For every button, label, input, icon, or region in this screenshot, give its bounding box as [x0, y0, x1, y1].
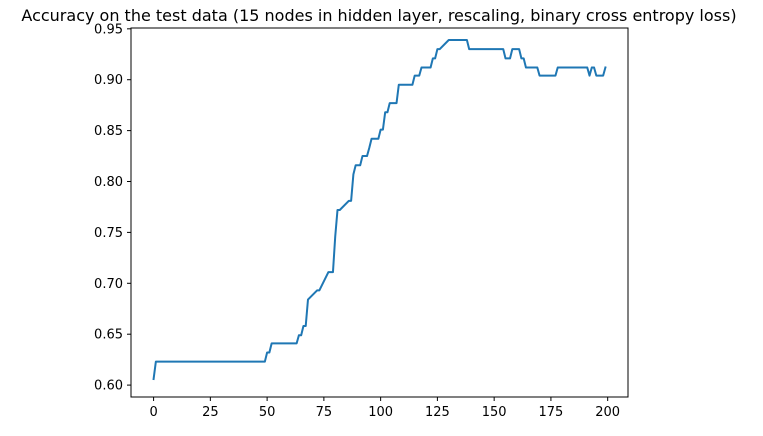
x-tick-label: 75	[316, 405, 333, 420]
x-tick-label: 50	[259, 405, 276, 420]
x-tick-label: 125	[425, 405, 450, 420]
y-tick-label: 0.75	[94, 226, 123, 241]
y-tick-label: 0.60	[94, 379, 123, 394]
series-layer	[152, 39, 607, 381]
y-axis: 0.60 0.65 0.70 0.75 0.80 0.85 0.90 0.95	[94, 22, 131, 394]
x-tick-label: 100	[368, 405, 393, 420]
y-tick-label: 0.80	[94, 175, 123, 190]
x-tick-label: 150	[482, 405, 507, 420]
x-axis: 0 25 50 75 100 125 150 175 200	[149, 397, 620, 420]
x-tick-label: 0	[149, 405, 157, 420]
y-tick-label: 0.90	[94, 73, 123, 88]
chart-title: Accuracy on the test data (15 nodes in h…	[21, 6, 736, 25]
x-tick-label: 25	[202, 405, 219, 420]
accuracy-series-line	[152, 39, 607, 381]
y-tick-label: 0.70	[94, 277, 123, 292]
x-tick-label: 200	[595, 405, 620, 420]
y-tick-label: 0.65	[94, 328, 123, 343]
x-tick-label: 175	[539, 405, 564, 420]
y-tick-label: 0.95	[94, 22, 123, 37]
y-tick-label: 0.85	[94, 124, 123, 139]
plot-area-frame	[130, 27, 629, 398]
